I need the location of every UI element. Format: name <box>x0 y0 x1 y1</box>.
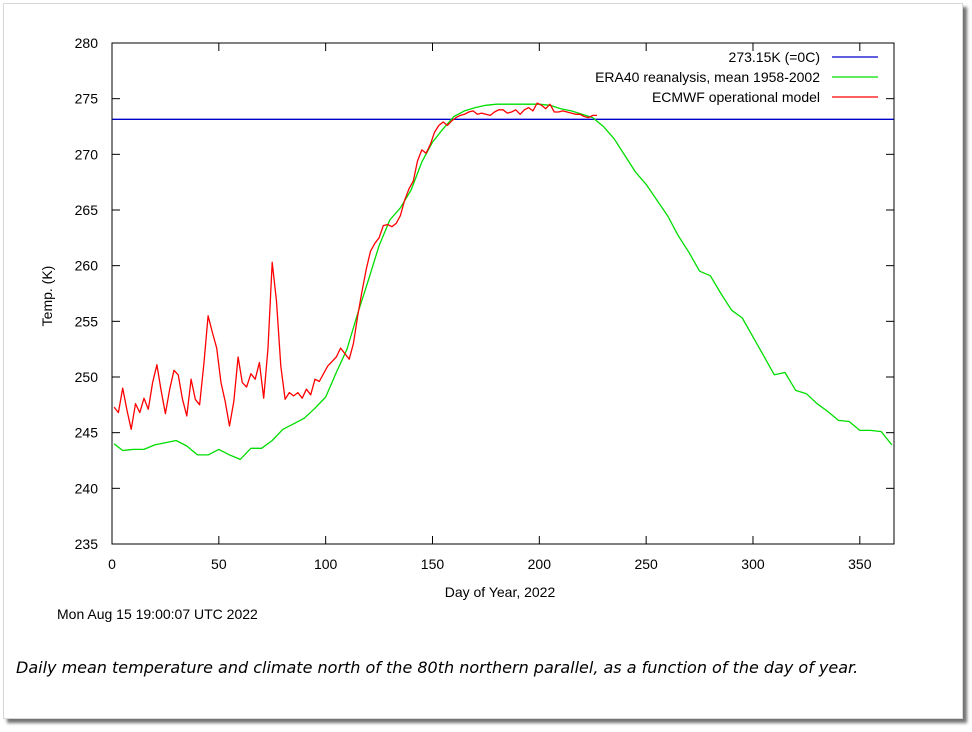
y-tick-label: 250 <box>75 369 99 385</box>
x-tick-label: 350 <box>848 556 872 572</box>
axes: 235 240 245 250 255 260 265 270 275 280 0 50 100 150 2… <box>75 35 895 572</box>
y-tick-label: 255 <box>75 313 99 329</box>
y-tick-label: 265 <box>75 202 99 218</box>
y-axis-label: Temp. (K) <box>39 266 55 327</box>
legend-label-3: ECMWF operational model <box>652 89 820 105</box>
timestamp-label: Mon Aug 15 19:00:07 UTC 2022 <box>57 606 258 622</box>
legend-label-1: 273.15K (=0C) <box>729 49 820 65</box>
series-line-3 <box>113 102 597 430</box>
plot-border <box>111 42 895 545</box>
legend: 273.15K (=0C) ERA40 reanalysis, mean 1958… <box>595 49 878 105</box>
y-tick-label: 275 <box>75 91 99 107</box>
temperature-chart: 235 240 245 250 255 260 265 270 275 280 0 50 100 150 2… <box>39 35 895 622</box>
y-tick-label: 260 <box>75 258 99 274</box>
x-tick-label: 0 <box>108 556 116 572</box>
y-tick-label: 270 <box>75 146 99 162</box>
x-tick-label: 250 <box>634 556 658 572</box>
figure-caption: Daily mean temperature and climate north… <box>16 658 859 677</box>
legend-label-2: ERA40 reanalysis, mean 1958-2002 <box>595 69 820 85</box>
x-tick-label: 150 <box>421 556 445 572</box>
x-axis-label: Day of Year, 2022 <box>445 584 556 600</box>
y-tick-label: 235 <box>75 536 99 552</box>
y-tick-label: 240 <box>75 480 99 496</box>
x-tick-label: 300 <box>741 556 765 572</box>
x-tick-label: 200 <box>528 556 552 572</box>
x-tick-label: 100 <box>314 556 338 572</box>
series-line-2 <box>113 103 893 461</box>
y-tick-label: 245 <box>75 425 99 441</box>
y-tick-label: 280 <box>75 35 99 51</box>
x-tick-label: 50 <box>211 556 227 572</box>
plot-area <box>112 102 894 461</box>
figure-frame <box>3 3 963 719</box>
